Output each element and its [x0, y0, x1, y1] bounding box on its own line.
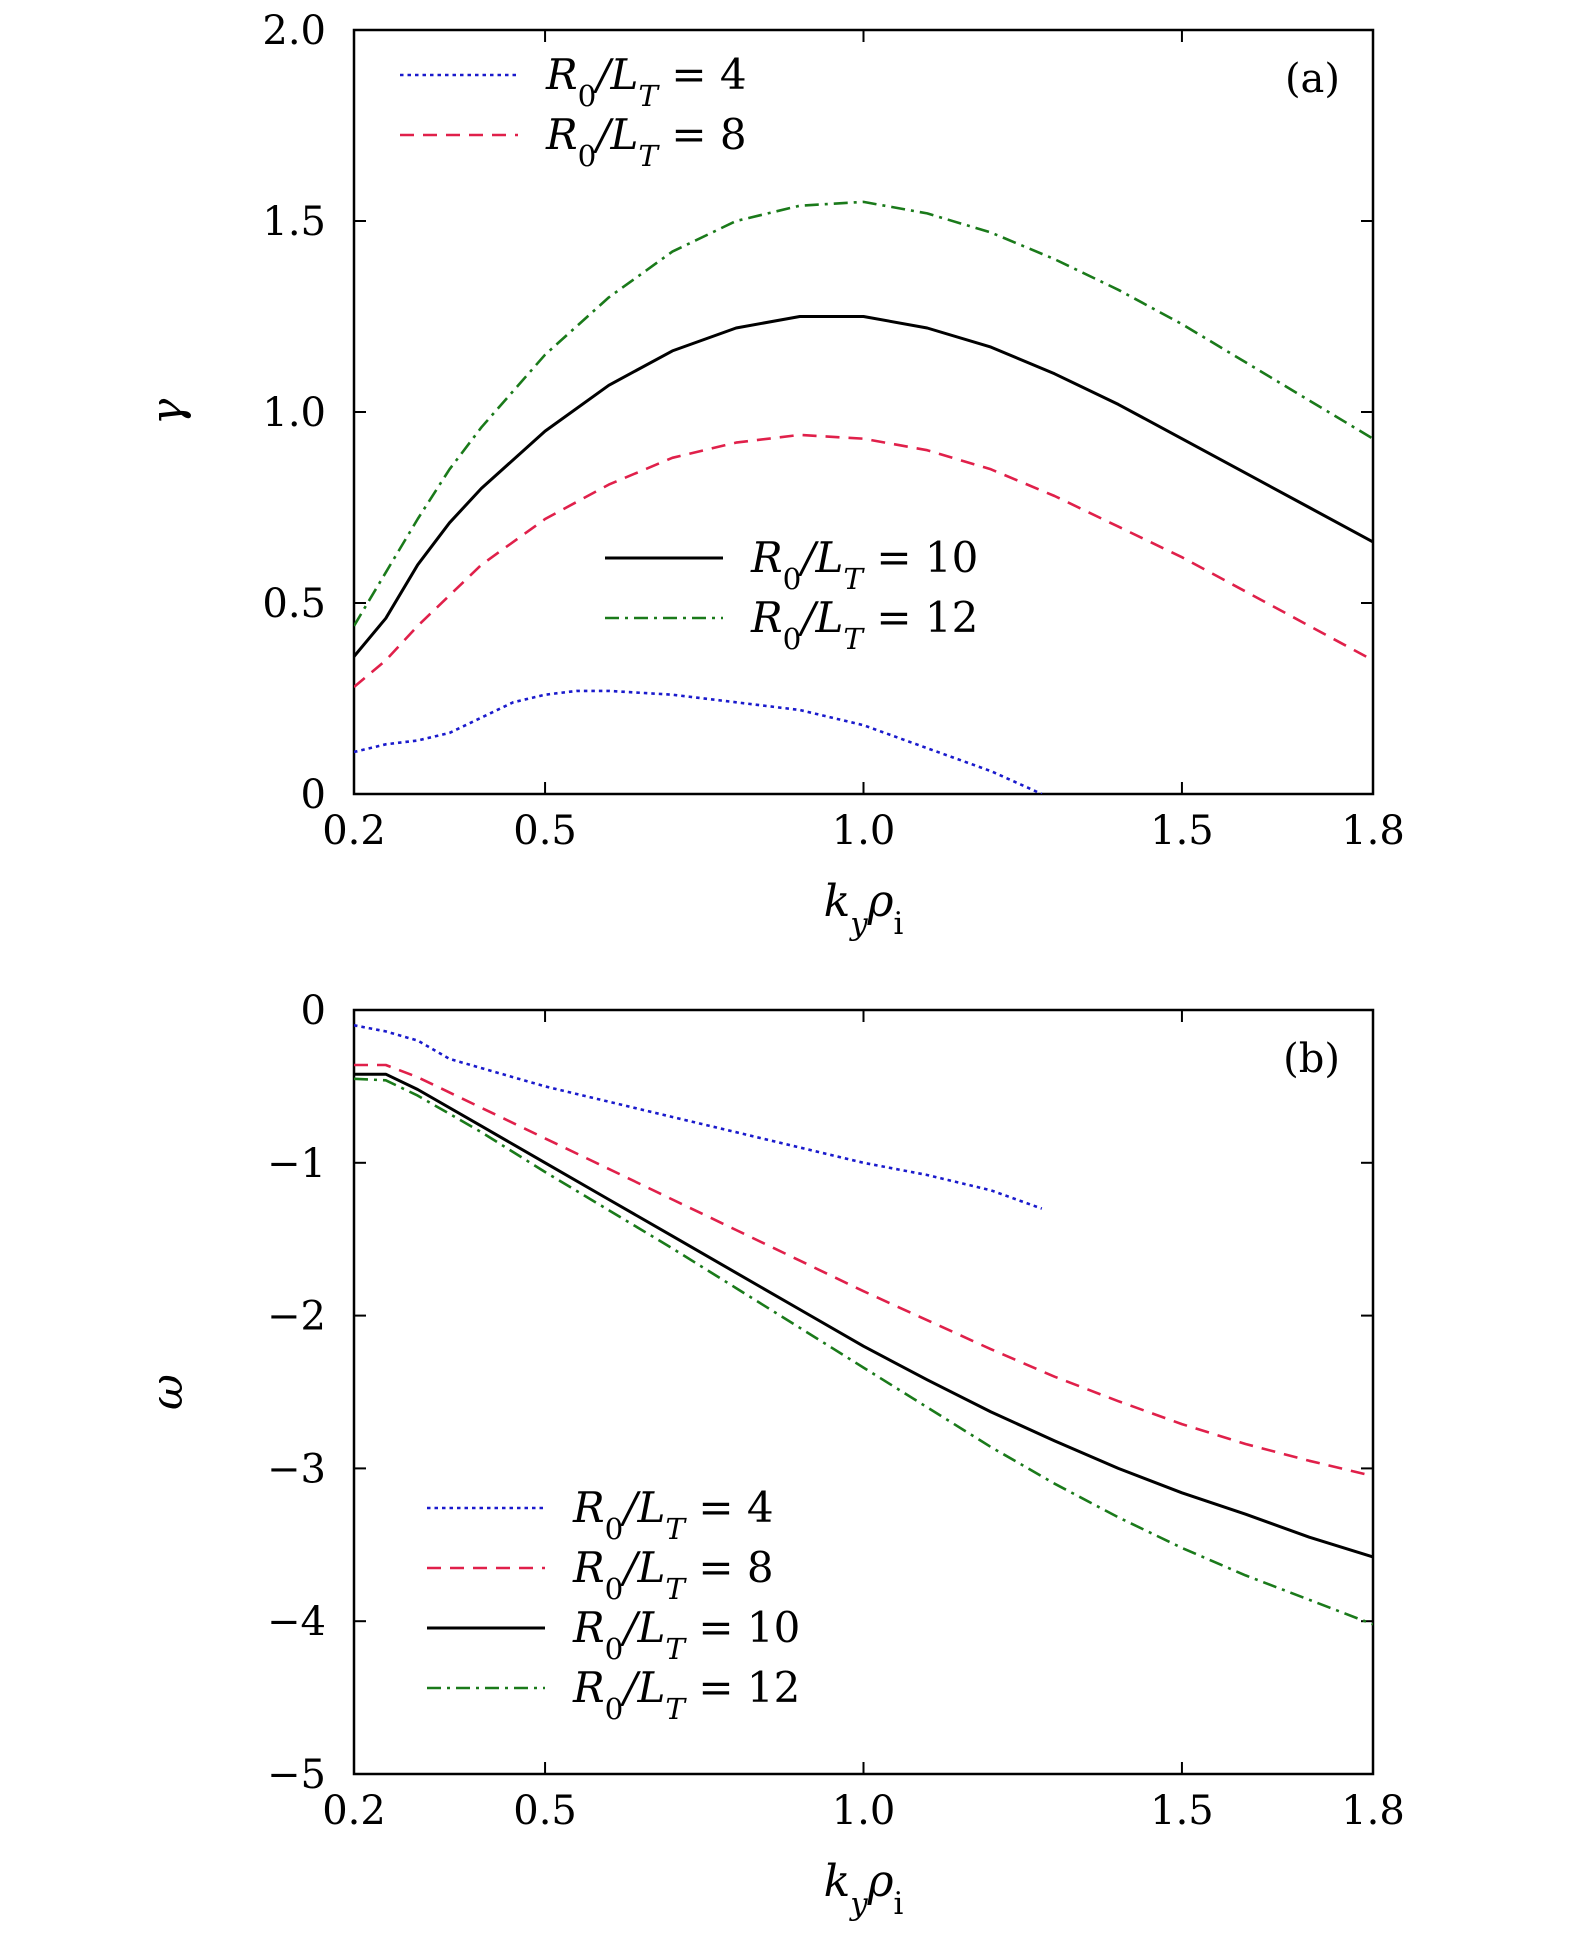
panel-label: (a) — [1285, 56, 1340, 102]
x-tick-label: 1.5 — [1150, 1788, 1214, 1834]
legend-label: R0/LT = 10 — [750, 533, 978, 596]
x-tick-label: 1.0 — [832, 1788, 896, 1834]
y-tick-label: −2 — [267, 1294, 326, 1340]
series-line-3 — [354, 315, 1373, 658]
series-line-2 — [354, 1063, 1373, 1478]
x-axis-label: kyρi — [824, 876, 904, 942]
y-tick-label: 2.0 — [262, 8, 326, 54]
x-tick-label: 1.5 — [1150, 808, 1214, 854]
y-tick-label: 0 — [301, 988, 326, 1034]
x-tick-label: 0.5 — [513, 1788, 577, 1834]
legend-label: R0/LT = 8 — [572, 1543, 774, 1606]
legend-label: R0/LT = 4 — [572, 1483, 774, 1546]
y-tick-label: −5 — [267, 1752, 326, 1798]
y-axis-label: ω — [142, 1374, 193, 1410]
legend-label: R0/LT = 4 — [545, 50, 747, 113]
series-line-1 — [354, 689, 1043, 794]
x-tick-label: 0.2 — [322, 808, 386, 854]
legend-label: R0/LT = 12 — [572, 1663, 800, 1726]
legend-label: R0/LT = 12 — [750, 593, 978, 656]
y-tick-label: 0.5 — [262, 581, 326, 627]
x-tick-label: 0.5 — [513, 808, 577, 854]
series-line-1 — [354, 1024, 1043, 1210]
x-tick-label: 1.8 — [1341, 1788, 1405, 1834]
legend-label: R0/LT = 8 — [545, 110, 747, 173]
x-tick-label: 0.2 — [322, 1788, 386, 1834]
panel-b: 0.2 0.5 1.0 1.5 1.8 0 −1 −2 −3 −4 −5 kyρi ω (b) R0/LT … — [142, 988, 1405, 1922]
panel-a: 0.2 0.5 1.0 1.5 1.8 0 0.5 1.0 1.5 2.0 kyρi γ (a) R0/L… — [142, 8, 1405, 942]
x-tick-label: 1.0 — [832, 808, 896, 854]
x-tick-label: 1.8 — [1341, 808, 1405, 854]
y-tick-label: −3 — [267, 1446, 326, 1492]
y-tick-label: −1 — [267, 1141, 326, 1187]
y-tick-label: 1.0 — [262, 390, 326, 436]
plot-frame — [352, 1008, 1375, 1776]
y-tick-label: −4 — [267, 1599, 326, 1645]
y-tick-label: 1.5 — [262, 199, 326, 245]
y-tick-label: 0 — [301, 772, 326, 818]
series-line-4 — [354, 200, 1373, 627]
panel-label: (b) — [1283, 1036, 1340, 1082]
y-axis-label: γ — [142, 398, 193, 425]
series-line-3 — [354, 1072, 1373, 1559]
legend: R0/LT = 4R0/LT = 8 — [400, 50, 747, 173]
plot-frame — [352, 28, 1375, 796]
series-line-4 — [354, 1077, 1373, 1626]
series-line-2 — [354, 433, 1373, 688]
legend-label: R0/LT = 10 — [572, 1603, 800, 1666]
x-axis-label: kyρi — [824, 1856, 904, 1922]
